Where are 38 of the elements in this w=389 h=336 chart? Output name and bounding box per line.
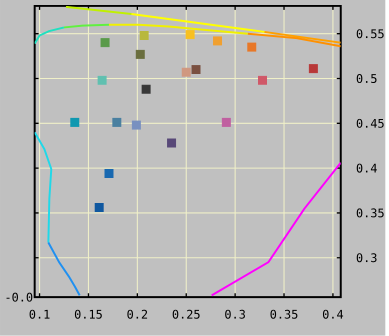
- line-series: [210, 162, 341, 296]
- x-tick-label: 0.4: [322, 310, 344, 319]
- point: [132, 120, 141, 130]
- y-tick-label: 0.3: [356, 253, 377, 262]
- point: [140, 31, 149, 40]
- point: [142, 84, 151, 94]
- point: [186, 30, 195, 40]
- line-series: [34, 131, 52, 244]
- point: [100, 38, 110, 48]
- y-tick-label: 0.55: [356, 29, 384, 38]
- x-tick-label: 0.25: [172, 310, 200, 319]
- point: [192, 65, 201, 74]
- point: [136, 50, 145, 59]
- point: [98, 76, 107, 85]
- point: [112, 118, 122, 128]
- y-tick-label: 0.5: [356, 74, 376, 84]
- text: -0.0: [6, 292, 32, 302]
- point: [104, 169, 114, 178]
- x-tick-label: 0.3: [225, 310, 245, 319]
- x-tick-label: 0.1: [30, 310, 50, 319]
- x-tick-label: 0.35: [270, 310, 298, 319]
- line-series: [34, 26, 65, 45]
- y-tick-label: 0.4: [356, 164, 377, 173]
- point: [222, 118, 231, 128]
- y-tick-label: 0.35: [356, 208, 384, 218]
- point: [247, 42, 256, 52]
- line-series: [47, 242, 81, 296]
- x-tick-label: 0.2: [127, 310, 148, 319]
- point: [308, 64, 318, 74]
- point: [167, 138, 176, 148]
- y-tick-label: 0.45: [356, 118, 384, 128]
- point: [258, 76, 268, 85]
- point: [94, 203, 104, 212]
- point: [213, 36, 222, 46]
- x-tick-label: 0.15: [74, 310, 102, 319]
- point: [70, 118, 80, 128]
- line-series: [108, 24, 249, 35]
- point: [182, 68, 191, 77]
